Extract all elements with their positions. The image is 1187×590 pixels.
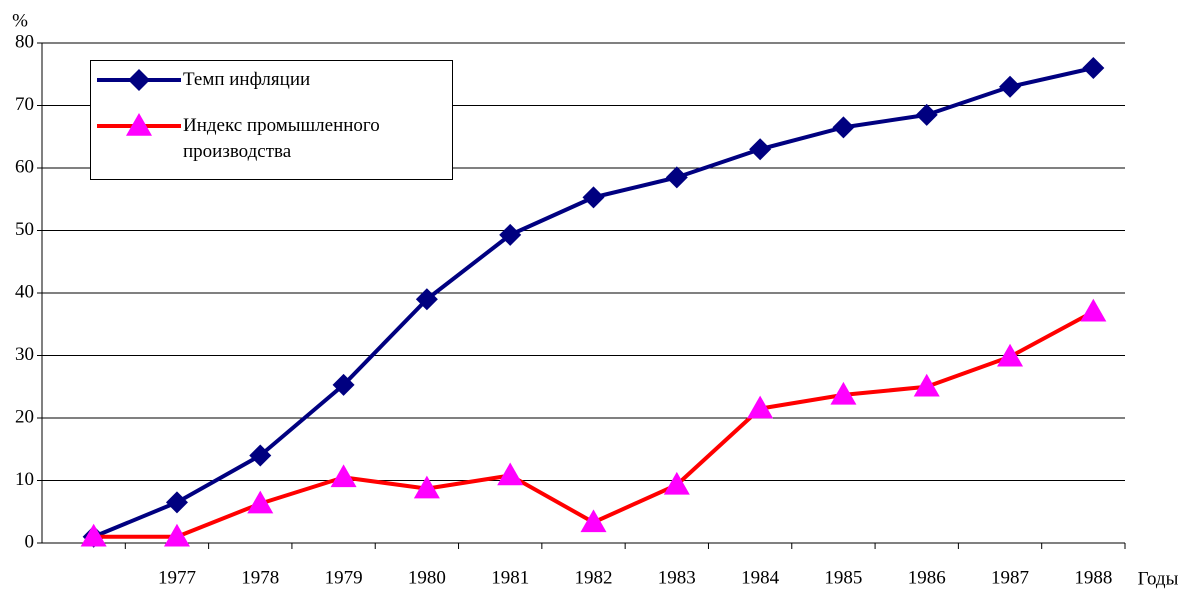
marker: [415, 288, 438, 311]
marker: [1080, 298, 1107, 322]
marker: [128, 69, 150, 91]
marker: [999, 75, 1022, 98]
legend-label: Индекс промышленного производства: [183, 115, 380, 162]
x-tick-label: 1985: [824, 567, 862, 588]
marker: [747, 395, 774, 419]
x-tick-label: 1980: [408, 567, 446, 588]
x-tick-label: 1987: [991, 567, 1029, 588]
marker: [499, 223, 522, 246]
marker: [665, 166, 688, 189]
y-tick-label: 10: [15, 469, 34, 490]
marker: [1082, 57, 1105, 79]
marker: [413, 475, 440, 499]
legend-label: Темп инфляции: [183, 69, 311, 90]
legend-swatch: [97, 69, 181, 91]
marker: [915, 103, 938, 126]
x-tick-label: 1984: [741, 567, 780, 588]
y-tick-label: 30: [15, 344, 34, 365]
y-tick-label: 40: [15, 281, 34, 302]
marker: [832, 116, 855, 139]
x-tick-label: 1977: [158, 567, 196, 588]
y-tick-label: 70: [15, 94, 34, 115]
marker: [997, 343, 1024, 367]
series-line: [93, 309, 1095, 539]
marker: [580, 509, 607, 533]
y-tick-label: 50: [15, 219, 34, 240]
legend: Темп инфляции Индекс промышленного произв…: [90, 60, 453, 180]
x-tick-label: 1986: [908, 567, 946, 588]
marker: [497, 462, 524, 486]
marker: [749, 138, 772, 161]
marker: [249, 444, 272, 467]
marker: [332, 373, 355, 396]
x-tick-label: 1981: [491, 567, 529, 588]
y-tick-label: 0: [25, 531, 35, 552]
marker: [582, 186, 605, 209]
x-axis-label: Годы: [1138, 568, 1179, 589]
marker: [830, 381, 857, 405]
x-tick-label: 1983: [658, 567, 696, 588]
marker: [163, 523, 190, 547]
x-tick-label: 1982: [575, 567, 613, 588]
y-axis-label: %: [12, 10, 28, 31]
y-tick-label: 80: [15, 31, 34, 52]
marker: [80, 523, 107, 547]
marker: [165, 491, 188, 514]
legend-item: Индекс промышленного производства: [95, 113, 443, 165]
marker: [126, 113, 152, 136]
marker: [330, 464, 357, 488]
x-tick-label: 1979: [325, 567, 363, 588]
y-tick-label: 60: [15, 156, 34, 177]
x-tick-label: 1988: [1074, 567, 1112, 588]
x-tick-label: 1978: [241, 567, 279, 588]
marker: [247, 490, 274, 514]
marker: [913, 373, 940, 397]
marker: [663, 471, 690, 495]
legend-swatch: [97, 113, 181, 136]
legend-item: Темп инфляции: [95, 67, 443, 93]
y-tick-label: 20: [15, 406, 34, 427]
